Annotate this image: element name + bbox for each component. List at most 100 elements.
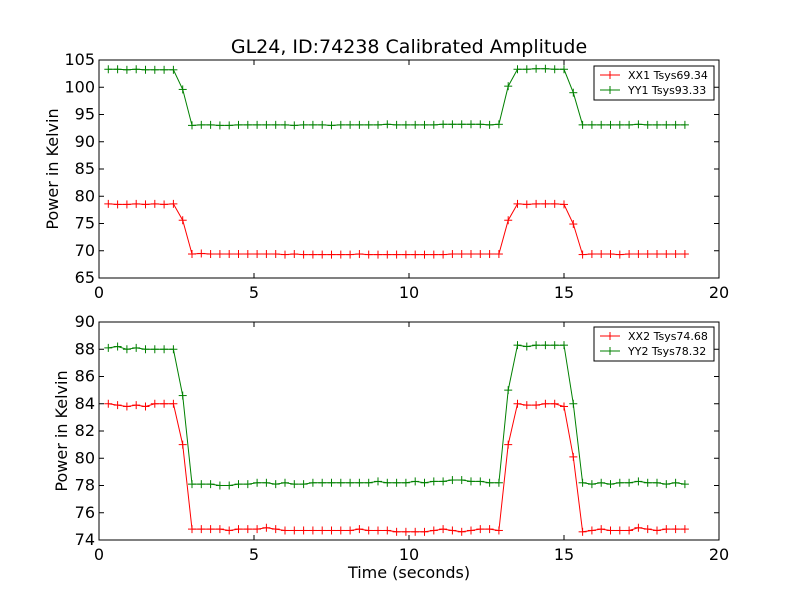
x-tick-label: 10	[399, 283, 419, 302]
data-point	[122, 65, 131, 74]
data-point	[560, 402, 568, 411]
data-point	[485, 250, 494, 259]
data-point	[188, 480, 196, 489]
data-point	[327, 121, 336, 130]
data-point	[197, 120, 206, 129]
data-point	[234, 480, 243, 489]
data-point	[122, 402, 131, 411]
data-point	[336, 526, 345, 535]
data-point	[141, 65, 150, 74]
data-point	[578, 527, 587, 536]
data-point	[550, 341, 559, 350]
data-point	[346, 526, 355, 535]
data-point	[457, 527, 466, 536]
data-point	[662, 250, 671, 259]
data-point	[243, 250, 252, 259]
data-point	[448, 250, 457, 259]
y-tick-label: 90	[75, 132, 95, 151]
data-point	[308, 120, 317, 129]
data-point	[411, 120, 420, 129]
data-point	[467, 477, 475, 486]
data-point	[346, 120, 355, 129]
data-point	[439, 120, 448, 129]
data-point	[494, 526, 503, 535]
y-axis-label: Power in Kelvin	[43, 108, 62, 229]
data-point	[141, 402, 150, 411]
data-point	[494, 250, 503, 259]
data-point	[494, 120, 503, 129]
legend-frame	[593, 326, 715, 362]
series-markers-0-1	[104, 64, 689, 130]
y-tick-label: 74	[75, 530, 95, 549]
data-point	[550, 65, 559, 74]
y-tick-label: 90	[75, 312, 95, 331]
data-point	[634, 120, 643, 129]
data-point	[374, 120, 382, 129]
data-point	[169, 199, 178, 208]
y-tick-label: 80	[75, 448, 95, 467]
data-point	[615, 250, 624, 259]
chart-bottom: Power in Kelvin Time (seconds) 0 5 10 15 20 7…	[52, 312, 729, 582]
y-tick-label: 84	[75, 394, 95, 413]
data-point	[597, 525, 606, 534]
x-tick-label: 20	[709, 545, 729, 564]
data-point	[104, 343, 113, 352]
data-point	[532, 64, 541, 73]
data-point	[197, 480, 206, 489]
data-point	[234, 250, 243, 259]
legend: XX1 Tsys69.34 YY1 Tsys93.33	[593, 65, 715, 101]
data-point	[615, 478, 624, 487]
y-tick-label: 76	[75, 503, 95, 522]
data-point	[178, 440, 187, 449]
data-point	[364, 478, 373, 487]
data-point	[299, 526, 308, 535]
data-point	[122, 345, 131, 354]
data-point	[113, 200, 122, 209]
data-point	[587, 480, 596, 489]
data-point	[429, 477, 438, 486]
data-point	[281, 526, 289, 535]
data-point	[643, 120, 652, 129]
data-point	[346, 478, 355, 487]
legend-frame	[593, 65, 715, 101]
data-point	[132, 343, 141, 352]
data-point	[587, 250, 596, 259]
data-point	[653, 478, 661, 487]
data-point	[188, 525, 196, 534]
data-point	[383, 478, 392, 487]
data-point	[429, 526, 438, 535]
data-point	[318, 478, 327, 487]
data-point	[206, 525, 215, 534]
data-point	[122, 200, 131, 209]
x-tick-label: 15	[554, 545, 574, 564]
data-point	[457, 476, 466, 485]
data-point	[262, 120, 271, 129]
y-tick-label: 86	[75, 367, 95, 386]
data-point	[420, 250, 429, 259]
data-point	[429, 120, 438, 129]
data-point	[215, 121, 224, 130]
data-point	[290, 250, 299, 259]
data-point	[141, 345, 150, 354]
data-point	[476, 477, 485, 486]
data-point	[262, 478, 271, 487]
data-point	[308, 526, 317, 535]
data-point	[634, 477, 643, 486]
data-point	[411, 250, 420, 259]
data-point	[615, 120, 624, 129]
data-point	[132, 199, 141, 208]
data-point	[560, 341, 568, 350]
data-point	[439, 250, 448, 259]
x-axis-label: Time (seconds)	[347, 563, 470, 582]
data-point	[206, 250, 215, 259]
data-point	[569, 88, 578, 97]
data-point	[113, 342, 122, 351]
data-point	[271, 525, 280, 534]
data-point	[188, 121, 196, 130]
data-point	[476, 525, 485, 534]
data-point	[225, 481, 234, 490]
data-point	[569, 452, 578, 461]
data-point	[476, 120, 485, 129]
data-point	[355, 478, 364, 487]
